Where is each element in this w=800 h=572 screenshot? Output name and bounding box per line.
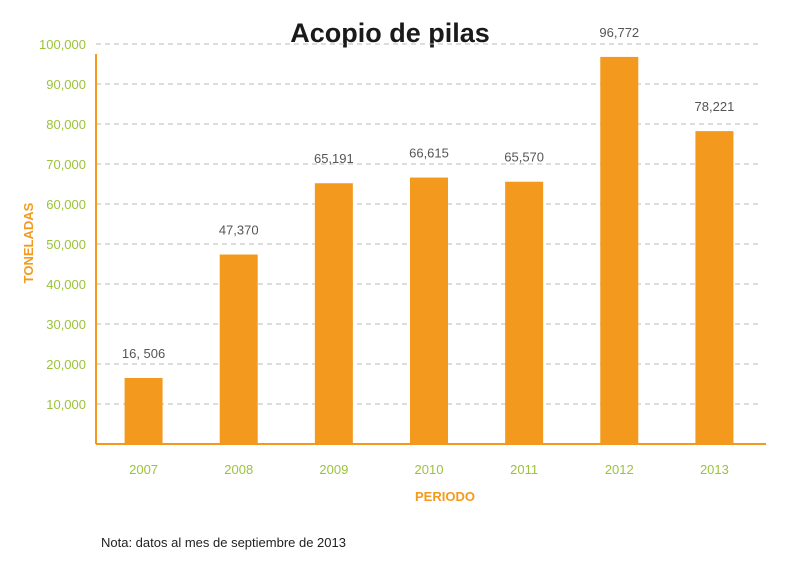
bar-2008 bbox=[219, 254, 258, 444]
y-tick-label: 80,000 bbox=[46, 117, 86, 132]
bar-2007 bbox=[124, 377, 163, 444]
x-tick-label: 2013 bbox=[700, 462, 729, 477]
x-tick-label: 2012 bbox=[605, 462, 634, 477]
bar-2009 bbox=[314, 183, 353, 444]
y-tick-label: 100,000 bbox=[39, 37, 86, 52]
axes bbox=[95, 54, 766, 445]
value-label: 47,370 bbox=[219, 223, 259, 238]
y-tick-label: 30,000 bbox=[46, 317, 86, 332]
y-tick-label: 90,000 bbox=[46, 77, 86, 92]
value-label: 65,570 bbox=[504, 150, 544, 165]
bar-2011 bbox=[505, 181, 544, 444]
x-tick-label: 2008 bbox=[224, 462, 253, 477]
value-label: 16, 506 bbox=[122, 346, 165, 361]
value-label: 66,615 bbox=[409, 146, 449, 161]
y-tick-label: 40,000 bbox=[46, 277, 86, 292]
bar-2013 bbox=[695, 131, 734, 444]
value-label: 78,221 bbox=[695, 99, 735, 114]
y-tick-label: 20,000 bbox=[46, 357, 86, 372]
chart-title: Acopio de pilas bbox=[290, 18, 490, 48]
bars bbox=[124, 56, 734, 445]
x-tick-labels: 2007 2008 2009 2010 2011 2012 2013 bbox=[129, 462, 729, 477]
bar-2012 bbox=[600, 56, 639, 445]
y-tick-label: 10,000 bbox=[46, 397, 86, 412]
y-tick-label: 50,000 bbox=[46, 237, 86, 252]
y-tick-label: 70,000 bbox=[46, 157, 86, 172]
value-label: 96,772 bbox=[599, 25, 639, 40]
bar-2010 bbox=[410, 177, 448, 445]
x-axis-title: PERIODO bbox=[415, 489, 475, 504]
y-axis-title: TONELADAS bbox=[21, 202, 36, 283]
value-labels: 16, 506 47,370 65,191 66,615 65,570 96,772 78,… bbox=[122, 25, 734, 361]
footnote: Nota: datos al mes de septiembre de 2013 bbox=[101, 535, 346, 550]
x-tick-label: 2011 bbox=[510, 462, 538, 477]
value-label: 65,191 bbox=[314, 151, 354, 166]
x-tick-label: 2010 bbox=[415, 462, 444, 477]
x-tick-label: 2009 bbox=[319, 462, 348, 477]
y-tick-labels: 10,000 20,000 30,000 40,000 50,000 60,000 70,0… bbox=[39, 37, 86, 412]
y-tick-label: 60,000 bbox=[46, 197, 86, 212]
x-tick-label: 2007 bbox=[129, 462, 158, 477]
